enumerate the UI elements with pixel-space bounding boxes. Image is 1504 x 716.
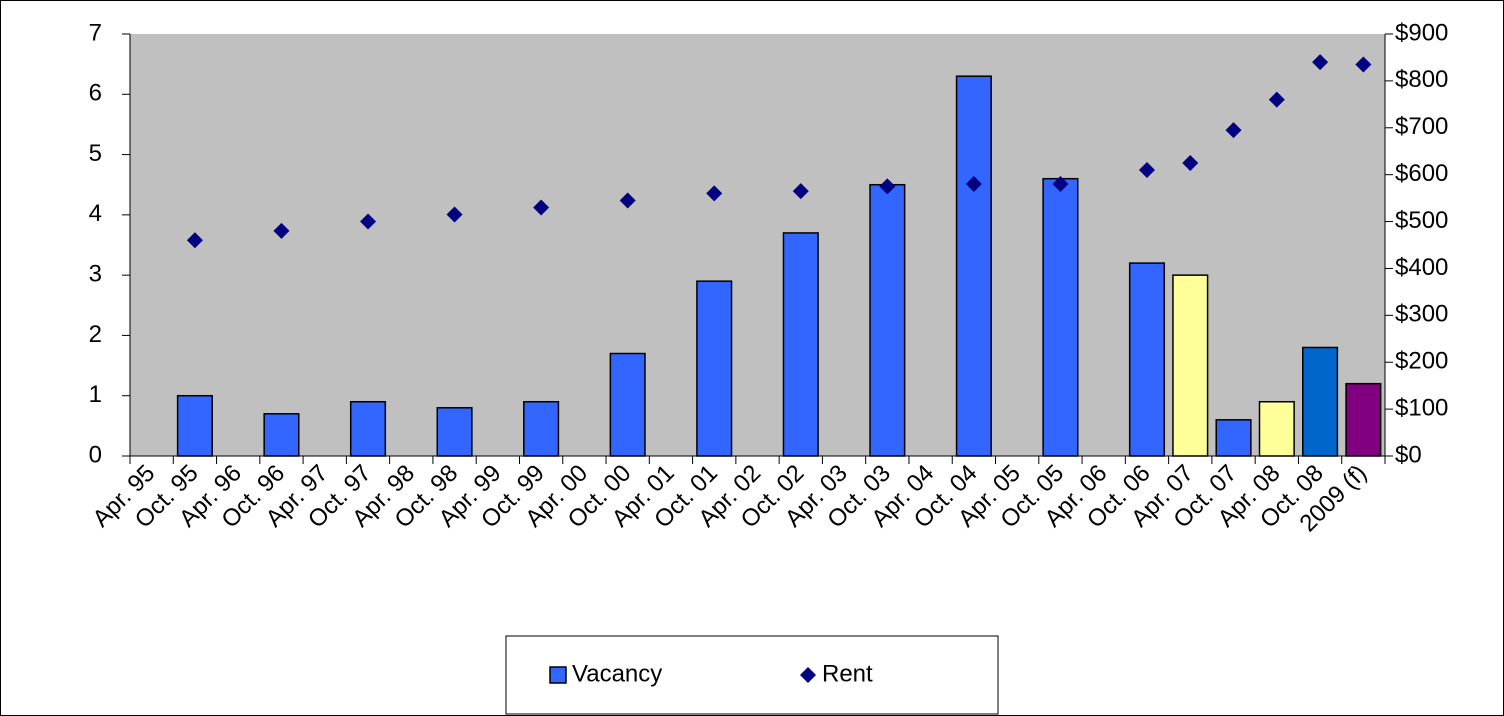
y-tick-label: 1 bbox=[89, 381, 102, 408]
point bbox=[706, 185, 723, 202]
y2-tick-label: $800 bbox=[1395, 66, 1448, 93]
y-tick-label: 5 bbox=[89, 140, 102, 167]
point bbox=[1052, 176, 1069, 193]
point bbox=[1225, 122, 1242, 139]
y-tick-label: 2 bbox=[89, 321, 102, 348]
bar bbox=[696, 280, 733, 457]
legend-swatch bbox=[800, 667, 816, 683]
bar bbox=[1258, 400, 1295, 457]
point bbox=[1182, 154, 1199, 171]
y-tick-label: 6 bbox=[89, 80, 102, 107]
y2-tick-label: $200 bbox=[1395, 348, 1448, 375]
point bbox=[446, 206, 463, 223]
legend-box bbox=[505, 635, 999, 715]
point bbox=[533, 199, 550, 216]
y-tick-label: 0 bbox=[89, 441, 102, 468]
bar bbox=[436, 407, 473, 457]
point bbox=[965, 176, 982, 193]
bar bbox=[263, 413, 300, 457]
point bbox=[879, 178, 896, 195]
point bbox=[619, 192, 636, 209]
y2-tick-label: $700 bbox=[1395, 113, 1448, 140]
bar bbox=[1042, 177, 1079, 457]
bar bbox=[869, 183, 906, 457]
y2-tick-label: $500 bbox=[1395, 207, 1448, 234]
bar bbox=[782, 232, 819, 457]
bar bbox=[955, 75, 992, 457]
bar bbox=[1302, 346, 1339, 457]
y2-tick-label: $0 bbox=[1395, 441, 1422, 468]
bar bbox=[176, 394, 213, 457]
point bbox=[1268, 91, 1285, 108]
y-tick-label: 7 bbox=[89, 19, 102, 46]
y-tick-label: 4 bbox=[89, 200, 102, 227]
y2-tick-label: $400 bbox=[1395, 254, 1448, 281]
point bbox=[792, 183, 809, 200]
y-tick-label: 3 bbox=[89, 260, 102, 287]
legend-swatch bbox=[549, 666, 567, 684]
bar bbox=[1128, 262, 1166, 457]
point bbox=[273, 222, 290, 239]
bar bbox=[523, 400, 560, 457]
point bbox=[360, 213, 377, 230]
legend-label: Vacancy bbox=[572, 660, 662, 687]
legend: Vacancy Rent bbox=[505, 635, 999, 715]
y2-tick-label: $300 bbox=[1395, 301, 1448, 328]
bar bbox=[1172, 274, 1209, 457]
bar bbox=[1345, 382, 1382, 457]
y2-tick-label: $600 bbox=[1395, 160, 1448, 187]
point bbox=[1355, 56, 1372, 73]
point bbox=[186, 232, 203, 249]
bar bbox=[1215, 419, 1252, 457]
bar bbox=[609, 352, 646, 457]
point bbox=[1312, 54, 1329, 71]
legend-label: Rent bbox=[822, 660, 873, 687]
bar bbox=[349, 400, 387, 457]
y2-tick-label: $900 bbox=[1395, 19, 1448, 46]
y2-tick-label: $100 bbox=[1395, 394, 1448, 421]
point bbox=[1138, 161, 1155, 178]
